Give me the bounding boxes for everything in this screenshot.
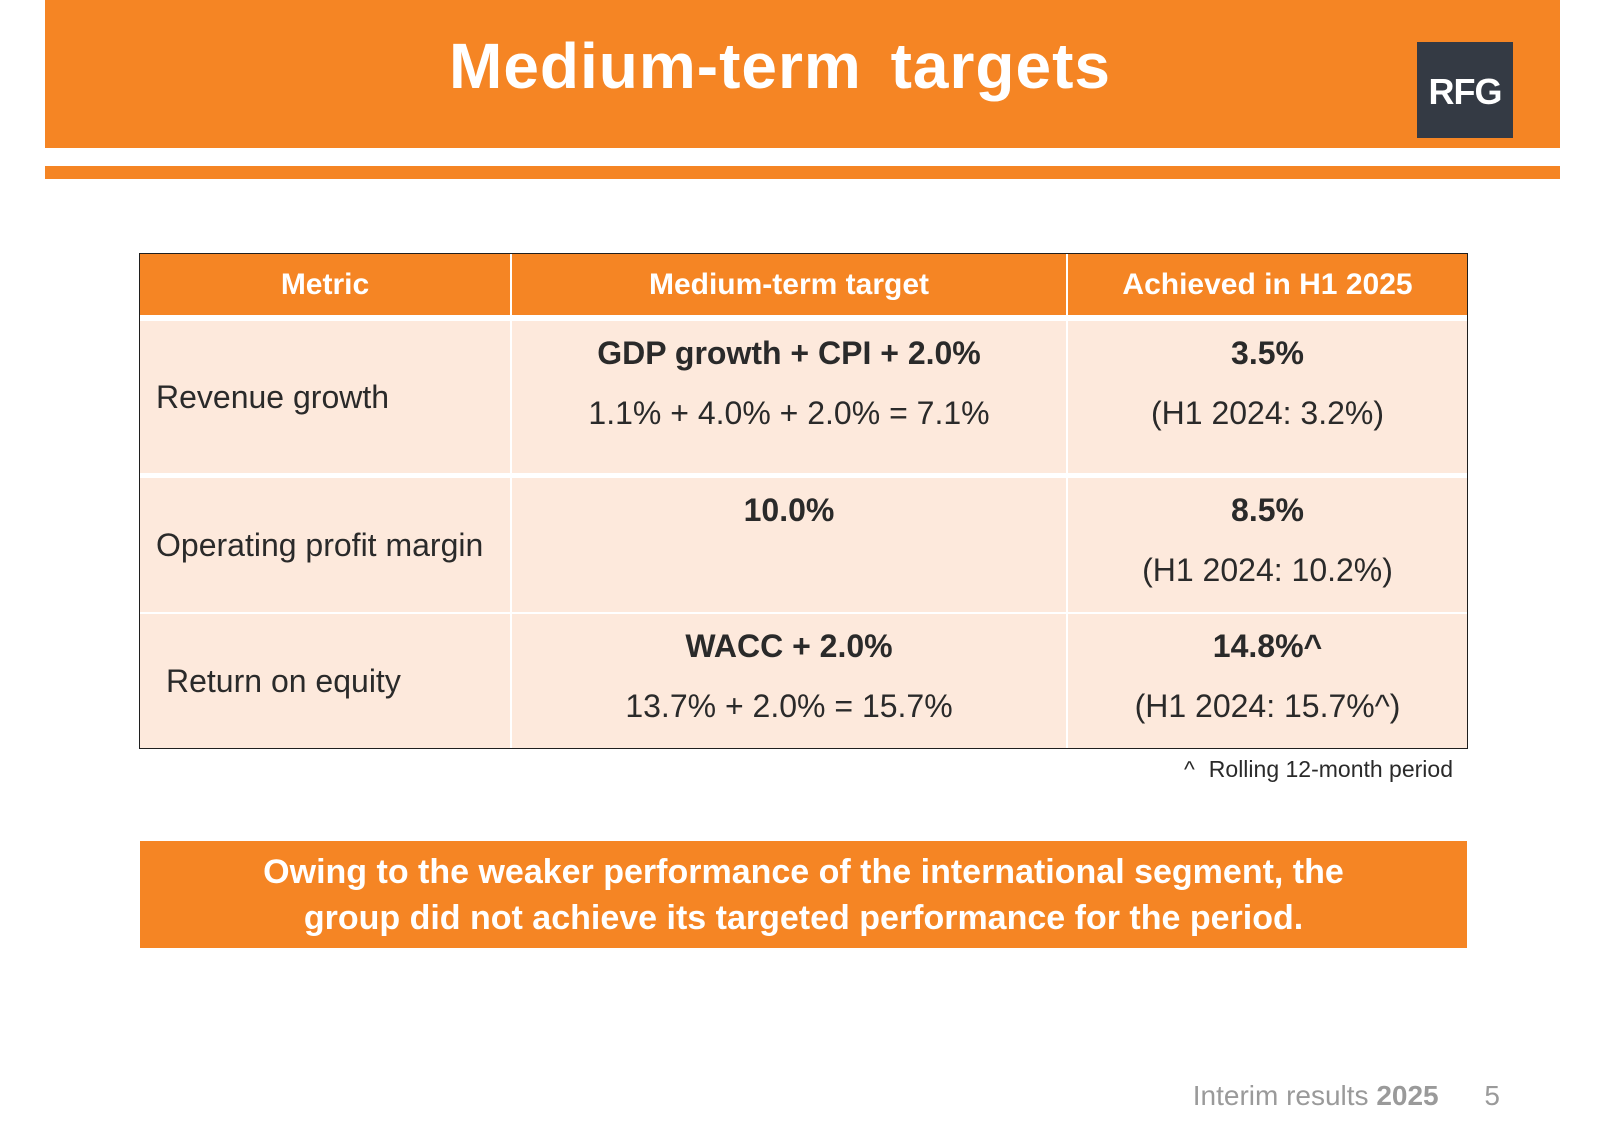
achieved-cell: 3.5% (H1 2024: 3.2%): [1066, 318, 1467, 478]
achieved-detail: (H1 2024: 10.2%): [1142, 552, 1393, 588]
targets-table: Metric Medium-term target Achieved in H1…: [139, 253, 1468, 749]
company-logo: RFG: [1417, 42, 1513, 138]
target-main: GDP growth + CPI + 2.0%: [597, 335, 981, 371]
metric-cell: Operating profit margin: [140, 475, 511, 614]
footer-year: 2025: [1376, 1080, 1439, 1111]
column-header-metric: Metric: [140, 254, 511, 321]
column-header-achieved: Achieved in H1 2025: [1066, 254, 1467, 321]
achieved-main: 3.5%: [1231, 335, 1304, 371]
page-title: Medium-term targets: [449, 30, 1111, 102]
header-divider: [45, 166, 1560, 179]
summary-callout: Owing to the weaker performance of the i…: [140, 841, 1467, 948]
target-cell: GDP growth + CPI + 2.0% 1.1% + 4.0% + 2.…: [510, 318, 1067, 478]
slide-footer: Interim results 2025 5: [1193, 1080, 1500, 1112]
table-row: Return on equity WACC + 2.0% 13.7% + 2.0…: [140, 613, 1467, 748]
achieved-main: 8.5%: [1231, 492, 1304, 528]
metric-cell: Return on equity: [140, 613, 511, 748]
summary-line-1: Owing to the weaker performance of the i…: [263, 853, 1344, 891]
achieved-cell: 8.5% (H1 2024: 10.2%): [1066, 475, 1467, 614]
metric-cell: Revenue growth: [140, 318, 511, 478]
achieved-cell: 14.8%^ (H1 2024: 15.7%^): [1066, 613, 1467, 748]
target-cell: 10.0%: [510, 475, 1067, 614]
target-detail: 1.1% + 4.0% + 2.0% = 7.1%: [588, 395, 990, 431]
column-header-target: Medium-term target: [510, 254, 1067, 321]
metric-label: Return on equity: [166, 662, 401, 699]
footnote: ^ Rolling 12-month period: [1000, 756, 1453, 783]
target-detail: 13.7% + 2.0% = 15.7%: [625, 688, 953, 724]
page-number: 5: [1484, 1080, 1500, 1111]
table-row: Revenue growth GDP growth + CPI + 2.0% 1…: [140, 318, 1467, 478]
target-main: 10.0%: [743, 492, 835, 528]
metric-label: Revenue growth: [156, 378, 390, 415]
footnote-text: Rolling 12-month period: [1208, 756, 1453, 782]
header-bar: [45, 0, 1560, 148]
achieved-detail: (H1 2024: 3.2%): [1150, 395, 1384, 431]
achieved-main: 14.8%^: [1212, 628, 1323, 664]
footnote-symbol: ^: [1184, 756, 1195, 782]
metric-label: Operating profit margin: [156, 526, 484, 563]
table-row: Operating profit margin 10.0% 8.5% (H1 2…: [140, 475, 1467, 614]
table-header-row: Metric Medium-term target Achieved in H1…: [140, 254, 1467, 321]
achieved-detail: (H1 2024: 15.7%^): [1134, 688, 1401, 724]
summary-line-2: group did not achieve its targeted perfo…: [303, 899, 1304, 937]
target-main: WACC + 2.0%: [685, 628, 893, 664]
footer-label: Interim results: [1192, 1080, 1369, 1111]
target-cell: WACC + 2.0% 13.7% + 2.0% = 15.7%: [510, 613, 1067, 748]
